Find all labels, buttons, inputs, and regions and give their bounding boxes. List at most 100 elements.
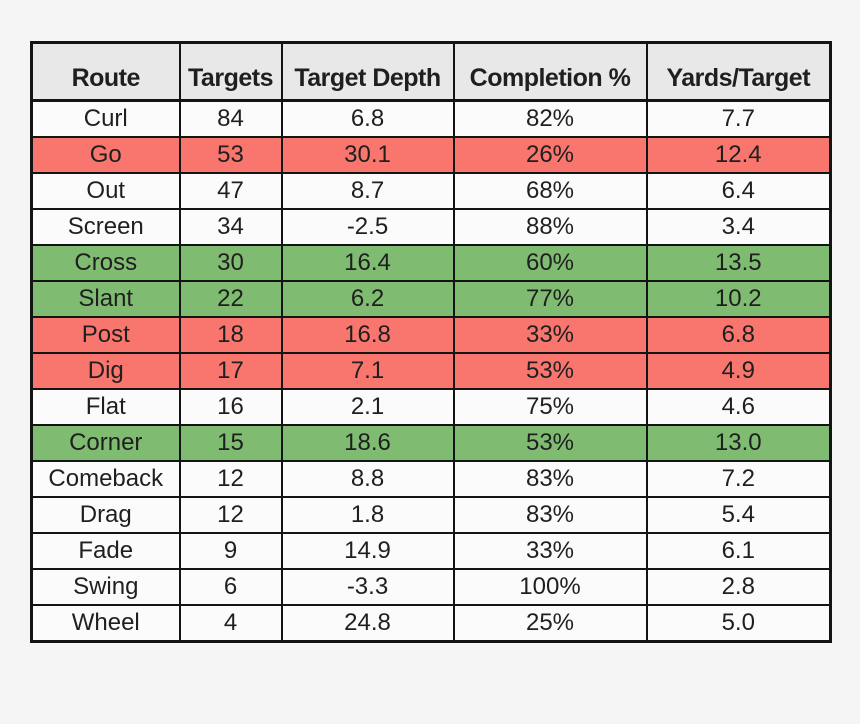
cell-targets: 15 xyxy=(178,424,283,462)
table-row-slant: Slant 22 6.2 77% 10.2 xyxy=(30,280,832,318)
cell-yards-per-target: 5.4 xyxy=(645,496,832,534)
table-row-curl: Curl 84 6.8 82% 7.7 xyxy=(30,99,832,138)
cell-target-depth: -2.5 xyxy=(280,208,455,246)
cell-yards-per-target: 4.9 xyxy=(645,352,832,390)
cell-target-depth: 30.1 xyxy=(280,136,455,174)
cell-yards-per-target: 10.2 xyxy=(645,280,832,318)
cell-yards-per-target: 3.4 xyxy=(645,208,832,246)
cell-route: Post xyxy=(30,316,181,354)
table-row-out: Out 47 8.7 68% 6.4 xyxy=(30,172,832,210)
cell-targets: 6 xyxy=(178,568,283,606)
table-row-go: Go 53 30.1 26% 12.4 xyxy=(30,136,832,174)
column-header-completion-pct: Completion % xyxy=(452,41,648,102)
table-row-screen: Screen 34 -2.5 88% 3.4 xyxy=(30,208,832,246)
cell-route: Corner xyxy=(30,424,181,462)
cell-route: Swing xyxy=(30,568,181,606)
cell-yards-per-target: 7.2 xyxy=(645,460,832,498)
cell-route: Comeback xyxy=(30,460,181,498)
cell-completion-pct: 82% xyxy=(452,99,648,138)
table-row-fade: Fade 9 14.9 33% 6.1 xyxy=(30,532,832,570)
cell-targets: 34 xyxy=(178,208,283,246)
cell-completion-pct: 53% xyxy=(452,352,648,390)
cell-yards-per-target: 5.0 xyxy=(645,604,832,643)
table-row-corner: Corner 15 18.6 53% 13.0 xyxy=(30,424,832,462)
cell-targets: 4 xyxy=(178,604,283,643)
cell-completion-pct: 53% xyxy=(452,424,648,462)
cell-target-depth: 1.8 xyxy=(280,496,455,534)
cell-target-depth: 8.7 xyxy=(280,172,455,210)
cell-target-depth: -3.3 xyxy=(280,568,455,606)
cell-targets: 17 xyxy=(178,352,283,390)
routes-stats-figure: Route Targets Target Depth Completion % Yard… xyxy=(30,41,832,643)
cell-route: Slant xyxy=(30,280,181,318)
cell-yards-per-target: 13.0 xyxy=(645,424,832,462)
column-header-target-depth: Target Depth xyxy=(280,41,455,102)
cell-yards-per-target: 4.6 xyxy=(645,388,832,426)
cell-route: Fade xyxy=(30,532,181,570)
cell-target-depth: 2.1 xyxy=(280,388,455,426)
header-row: Route Targets Target Depth Completion % Yard… xyxy=(30,41,832,102)
table-row-post: Post 18 16.8 33% 6.8 xyxy=(30,316,832,354)
cell-yards-per-target: 2.8 xyxy=(645,568,832,606)
cell-route: Drag xyxy=(30,496,181,534)
cell-yards-per-target: 6.1 xyxy=(645,532,832,570)
cell-completion-pct: 75% xyxy=(452,388,648,426)
table-row-swing: Swing 6 -3.3 100% 2.8 xyxy=(30,568,832,606)
cell-route: Wheel xyxy=(30,604,181,643)
cell-yards-per-target: 6.8 xyxy=(645,316,832,354)
table-row-wheel: Wheel 4 24.8 25% 5.0 xyxy=(30,604,832,643)
cell-yards-per-target: 13.5 xyxy=(645,244,832,282)
cell-targets: 30 xyxy=(178,244,283,282)
column-header-route: Route xyxy=(30,41,181,102)
cell-target-depth: 7.1 xyxy=(280,352,455,390)
cell-route: Cross xyxy=(30,244,181,282)
cell-target-depth: 6.8 xyxy=(280,99,455,138)
cell-targets: 12 xyxy=(178,460,283,498)
cell-completion-pct: 25% xyxy=(452,604,648,643)
table-row-cross: Cross 30 16.4 60% 13.5 xyxy=(30,244,832,282)
cell-route: Flat xyxy=(30,388,181,426)
table-row-comeback: Comeback 12 8.8 83% 7.2 xyxy=(30,460,832,498)
cell-completion-pct: 33% xyxy=(452,316,648,354)
cell-completion-pct: 100% xyxy=(452,568,648,606)
cell-route: Dig xyxy=(30,352,181,390)
table-row-flat: Flat 16 2.1 75% 4.6 xyxy=(30,388,832,426)
cell-targets: 12 xyxy=(178,496,283,534)
cell-target-depth: 18.6 xyxy=(280,424,455,462)
table-header: Route Targets Target Depth Completion % Yard… xyxy=(30,41,832,102)
column-header-targets: Targets xyxy=(178,41,283,102)
table-body: Curl 84 6.8 82% 7.7 Go 53 30.1 26% 12.4 Out 47 8.7 68… xyxy=(30,99,832,643)
cell-targets: 16 xyxy=(178,388,283,426)
cell-completion-pct: 77% xyxy=(452,280,648,318)
cell-target-depth: 8.8 xyxy=(280,460,455,498)
cell-completion-pct: 83% xyxy=(452,496,648,534)
cell-target-depth: 6.2 xyxy=(280,280,455,318)
cell-completion-pct: 33% xyxy=(452,532,648,570)
cell-completion-pct: 60% xyxy=(452,244,648,282)
table-row-dig: Dig 17 7.1 53% 4.9 xyxy=(30,352,832,390)
routes-stats-table: Route Targets Target Depth Completion % Yard… xyxy=(30,41,832,643)
cell-targets: 47 xyxy=(178,172,283,210)
cell-targets: 53 xyxy=(178,136,283,174)
cell-target-depth: 14.9 xyxy=(280,532,455,570)
cell-targets: 22 xyxy=(178,280,283,318)
cell-targets: 18 xyxy=(178,316,283,354)
cell-yards-per-target: 6.4 xyxy=(645,172,832,210)
column-header-yards-per-target: Yards/Target xyxy=(645,41,832,102)
cell-completion-pct: 88% xyxy=(452,208,648,246)
table-row-drag: Drag 12 1.8 83% 5.4 xyxy=(30,496,832,534)
cell-yards-per-target: 12.4 xyxy=(645,136,832,174)
cell-target-depth: 24.8 xyxy=(280,604,455,643)
cell-target-depth: 16.4 xyxy=(280,244,455,282)
cell-completion-pct: 83% xyxy=(452,460,648,498)
cell-yards-per-target: 7.7 xyxy=(645,99,832,138)
cell-targets: 9 xyxy=(178,532,283,570)
cell-route: Out xyxy=(30,172,181,210)
cell-route: Curl xyxy=(30,99,181,138)
cell-targets: 84 xyxy=(178,99,283,138)
cell-completion-pct: 68% xyxy=(452,172,648,210)
cell-target-depth: 16.8 xyxy=(280,316,455,354)
cell-route: Screen xyxy=(30,208,181,246)
cell-completion-pct: 26% xyxy=(452,136,648,174)
